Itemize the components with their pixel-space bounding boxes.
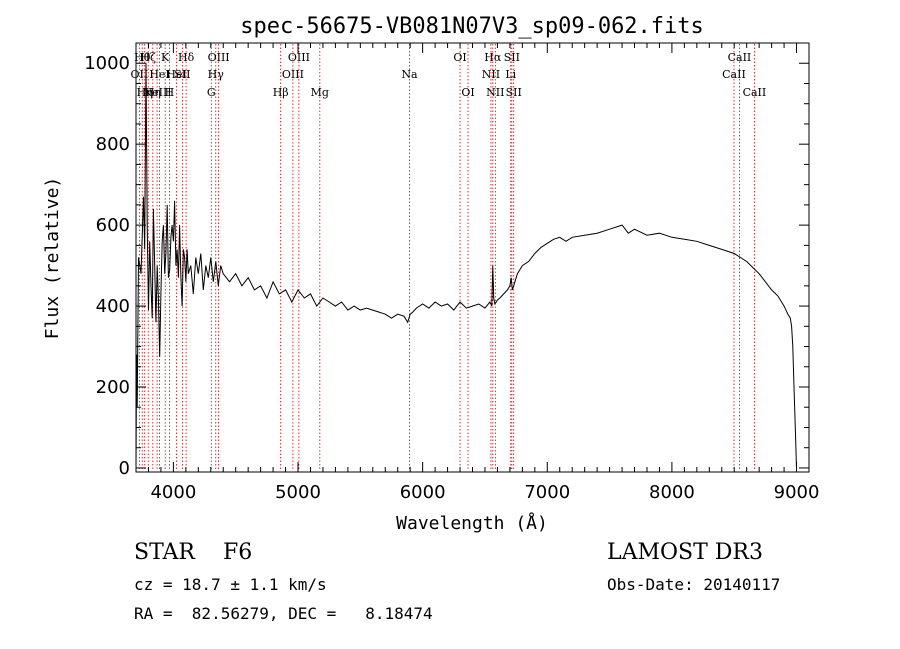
line-label: SII	[504, 51, 520, 64]
line-label: Hζ	[140, 51, 156, 64]
line-label: Hθ	[134, 51, 151, 64]
y-tick-label: 200	[96, 377, 130, 398]
line-label: G	[207, 86, 216, 99]
x-axis-label: Wavelength (Å)	[396, 512, 548, 534]
line-label: OI	[453, 51, 466, 64]
y-tick-label: 400	[96, 296, 130, 317]
line-label: Hη	[145, 86, 161, 99]
line-label: OIII	[282, 68, 304, 81]
line-label: OIII	[288, 51, 310, 64]
spectral-line-markers	[138, 44, 755, 471]
y-axis-label: Flux (relative)	[42, 177, 63, 340]
line-label: NII	[482, 68, 500, 81]
sky-coordinates: RA = 82.56279, DEC = 8.18474	[134, 604, 433, 623]
spectral-line-labels: OIIHθHηHζHηNeIIIHeIKHHeISIIHδGHγOIIIHβOI…	[131, 51, 767, 99]
redshift-velocity: cz = 18.7 ± 1.1 km/s	[134, 575, 327, 594]
line-label: CaII	[722, 68, 746, 81]
plot-frame	[135, 42, 810, 473]
line-label: H	[165, 86, 175, 99]
y-axis-ticks: 0 200 400 600 800 1000	[84, 42, 809, 479]
line-label: Hβ	[273, 86, 289, 99]
x-tick-label: 5000	[275, 482, 321, 503]
survey-name: LAMOST DR3	[607, 540, 763, 565]
object-class: STAR F6	[134, 540, 253, 565]
line-label: CaII	[728, 51, 752, 64]
line-label: Hδ	[178, 51, 195, 64]
x-tick-label: 9000	[774, 482, 820, 503]
line-label: NeIII	[142, 86, 171, 99]
y-tick-label: 600	[96, 215, 130, 236]
spectrum-series-line	[135, 63, 797, 469]
line-label: SII	[174, 68, 190, 81]
line-label: HeI	[149, 68, 169, 81]
chart-title: spec-56675-VB081N07V3_sp09-062.fits	[240, 14, 704, 39]
line-label: SII	[506, 86, 522, 99]
x-tick-label: 7000	[524, 482, 570, 503]
line-label: Na	[401, 68, 418, 81]
line-label: HeI	[166, 68, 186, 81]
x-tick-label: 4000	[150, 482, 196, 503]
y-tick-label: 0	[119, 458, 130, 479]
line-label: CaII	[743, 86, 767, 99]
line-label: Hγ	[208, 68, 225, 81]
line-label: K	[161, 51, 170, 64]
line-label: Hα	[484, 51, 502, 64]
line-label: Hη	[137, 86, 153, 99]
line-label: NII	[486, 86, 504, 99]
line-label: Mg	[311, 86, 329, 99]
line-label: OIII	[208, 51, 230, 64]
x-tick-label: 6000	[400, 482, 446, 503]
x-tick-label: 8000	[649, 482, 695, 503]
line-label: OI	[461, 86, 474, 99]
x-axis-ticks: 4000 5000 6000 7000 8000 9000	[135, 43, 820, 503]
line-label: OII	[131, 68, 149, 81]
y-tick-label: 1000	[84, 53, 130, 74]
y-tick-label: 800	[96, 134, 130, 155]
line-label: Li	[505, 68, 516, 81]
observation-date: Obs-Date: 20140117	[607, 575, 781, 594]
